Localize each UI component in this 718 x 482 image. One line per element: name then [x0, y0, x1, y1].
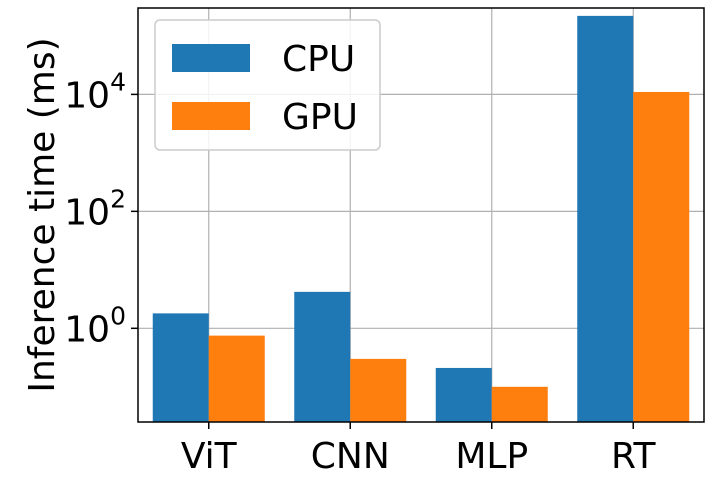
legend-label-gpu: GPU: [282, 97, 358, 138]
y-axis-ticks: 100 102 104: [64, 67, 138, 350]
x-tick-label: RT: [611, 436, 656, 477]
x-tick-label: CNN: [311, 436, 390, 477]
bar-gpu-vit: [208, 335, 265, 422]
x-tick-label: MLP: [455, 436, 528, 477]
legend-label-cpu: CPU: [282, 39, 355, 80]
bar-cpu-vit: [152, 313, 209, 422]
plot-frame: [137, 7, 705, 423]
bar-gpu-cnn: [350, 358, 407, 422]
bars: [152, 15, 690, 423]
y-tick-label: 102: [64, 184, 126, 233]
y-tick-label: 100: [64, 301, 126, 350]
legend: CPU GPU: [154, 19, 381, 151]
bar-cpu-mlp: [435, 367, 492, 422]
legend-swatch-cpu: [172, 44, 250, 72]
bar-cpu-cnn: [294, 291, 351, 422]
x-axis-ticks: ViT CNN MLP RT: [181, 422, 656, 477]
x-tick-label: ViT: [181, 436, 238, 477]
legend-swatch-gpu: [172, 102, 250, 130]
y-tick-label: 104: [64, 67, 126, 116]
bar-gpu-rt: [633, 91, 690, 423]
bar-gpu-mlp: [491, 386, 548, 422]
bar-cpu-rt: [577, 15, 634, 423]
y-axis-label: Inference time (ms): [22, 37, 63, 392]
